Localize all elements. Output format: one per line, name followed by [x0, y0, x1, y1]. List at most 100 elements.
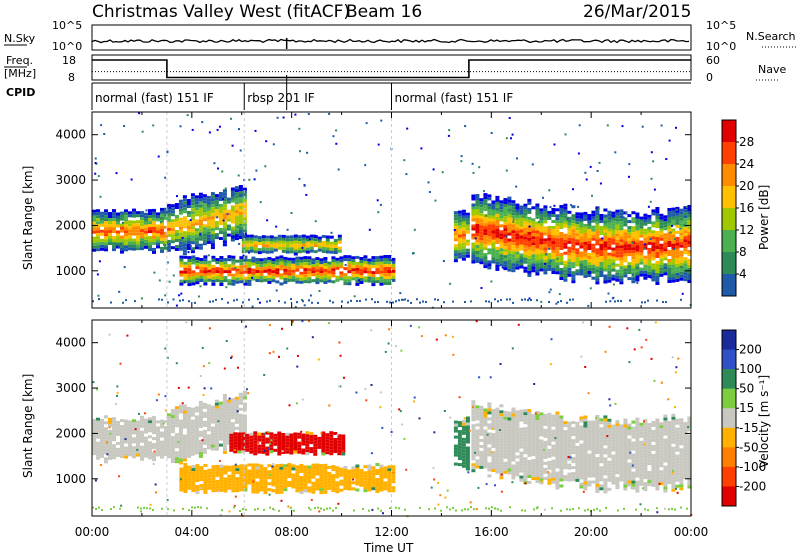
heatmap-cell — [325, 439, 330, 443]
heatmap-cell — [461, 212, 466, 216]
heatmap-cell — [325, 433, 330, 437]
noise-point — [641, 125, 644, 128]
noise-point — [99, 195, 102, 198]
heatmap-cell — [587, 429, 592, 433]
heatmap-cell — [96, 245, 100, 249]
heatmap-cell — [233, 447, 238, 451]
heatmap-cell — [683, 239, 688, 243]
heatmap-cell — [108, 236, 112, 239]
heatmap-cell — [136, 429, 140, 433]
heatmap-cell — [156, 236, 160, 240]
heatmap-cell — [238, 230, 243, 233]
heatmap-cell — [535, 474, 540, 477]
heatmap-cell — [619, 475, 624, 479]
heatmap-cell — [503, 431, 508, 435]
heatmap-cell — [223, 480, 228, 484]
heatmap-cell — [453, 423, 458, 427]
heatmap-cell — [120, 247, 124, 251]
heatmap-cell — [136, 214, 140, 218]
heatmap-cell — [313, 443, 318, 447]
heatmap-cell — [555, 208, 560, 212]
heatmap-cell — [226, 212, 231, 216]
heatmap-cell — [587, 217, 592, 220]
heatmap-cell — [238, 413, 243, 417]
heatmap-cell — [203, 475, 208, 479]
heatmap-cell — [583, 415, 588, 419]
heatmap-cell — [639, 225, 644, 229]
heatmap-cell — [210, 237, 215, 241]
heatmap-cell — [379, 479, 384, 483]
heatmap-cell — [479, 246, 484, 250]
heatmap-cell — [647, 474, 652, 478]
heatmap-cell — [136, 426, 140, 430]
heatmap-cell — [627, 480, 632, 484]
heatmap-cell — [559, 262, 564, 265]
heatmap-cell — [293, 441, 298, 445]
heatmap-cell — [230, 214, 235, 218]
heatmap-cell — [359, 477, 364, 481]
nsky-tick-top: 10^5 — [52, 19, 82, 32]
heatmap-cell — [279, 258, 284, 262]
heatmap-cell — [120, 214, 124, 218]
heatmap-cell — [627, 444, 632, 448]
heatmap-cell — [247, 276, 252, 280]
ground-scatter — [371, 298, 373, 301]
heatmap-cell — [251, 262, 256, 266]
heatmap-cell — [214, 411, 219, 415]
heatmap-cell — [291, 275, 296, 279]
heatmap-cell — [303, 489, 308, 493]
heatmap-cell — [479, 261, 484, 265]
heatmap-cell — [263, 482, 268, 486]
heatmap-cell — [234, 195, 239, 199]
heatmap-cell — [233, 435, 238, 439]
heatmap-cell — [148, 447, 152, 451]
heatmap-cell — [128, 453, 132, 457]
heatmap-cell — [303, 483, 308, 487]
heatmap-cell — [116, 441, 120, 445]
heatmap-cell — [655, 249, 660, 252]
heatmap-cell — [599, 226, 604, 229]
heatmap-cell — [203, 469, 208, 473]
heatmap-cell — [170, 204, 175, 208]
heatmap-cell — [659, 222, 664, 226]
heatmap-cell — [519, 256, 524, 260]
heatmap-cell — [603, 235, 608, 239]
heatmap-cell — [210, 411, 215, 415]
heatmap-cell — [491, 433, 496, 436]
nsearch-tick-top: 10^5 — [706, 19, 736, 32]
heatmap-cell — [182, 207, 187, 211]
heatmap-cell — [210, 204, 215, 208]
heatmap-cell — [515, 470, 520, 474]
heatmap-cell — [265, 244, 270, 248]
ground-scatter — [278, 300, 280, 303]
noise-point — [490, 280, 493, 283]
heatmap-cell — [187, 262, 192, 266]
heatmap-cell — [152, 232, 156, 236]
heatmap-cell — [242, 187, 247, 191]
heatmap-cell — [230, 404, 235, 408]
heatmap-cell — [527, 412, 532, 415]
heatmap-cell — [619, 233, 624, 237]
heatmap-cell — [591, 231, 596, 235]
heatmap-cell — [128, 420, 132, 424]
heatmap-cell — [595, 478, 600, 481]
heatmap-cell — [527, 430, 532, 433]
heatmap-cell — [267, 482, 272, 486]
heatmap-cell — [283, 482, 288, 486]
heatmap-cell — [527, 448, 532, 451]
heatmap-cell — [183, 463, 188, 466]
heatmap-cell — [287, 263, 292, 267]
heatmap-cell — [230, 205, 235, 209]
heatmap-cell — [265, 446, 270, 450]
heatmap-cell — [667, 250, 672, 253]
heatmap-cell — [179, 270, 184, 274]
heatmap-cell — [551, 229, 556, 232]
heatmap-cell — [603, 253, 608, 257]
heatmap-cell — [230, 410, 235, 414]
ground-scatter — [509, 298, 511, 301]
heatmap-cell — [579, 236, 584, 240]
heatmap-cell — [237, 450, 242, 454]
heatmap-cell — [187, 465, 192, 469]
heatmap-cell — [112, 420, 116, 424]
heatmap-cell — [194, 198, 199, 202]
